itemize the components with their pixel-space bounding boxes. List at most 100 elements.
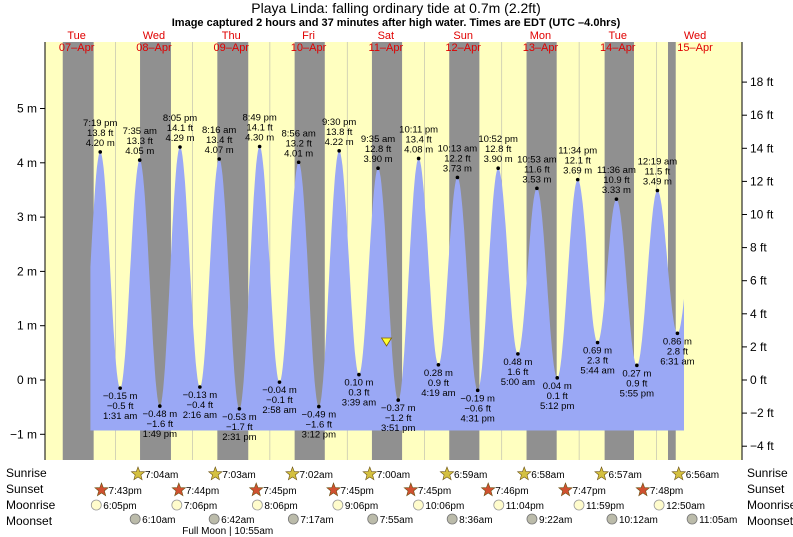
moonset-time: 6:42am [221,515,254,526]
tide-point [98,150,103,154]
tide-label: 0.9 ft [626,378,647,389]
day-label-date: 08–Apr [136,42,172,54]
sunset-time: 7:45pm [418,486,451,497]
sunrise-row-label-left: Sunrise [6,466,47,480]
tide-label: 10:13 am [438,143,478,154]
tide-point [158,404,162,408]
sunset-star-icon [326,482,342,497]
moonrise-time: 10:06pm [425,501,464,512]
full-moon-label: Full Moon | 10:55am [182,526,273,537]
tide-label: 11:36 am [597,165,636,176]
tide-label: 0.10 m [344,378,373,389]
tide-point [118,386,122,390]
moonset-moon-icon [446,513,458,525]
day-label-date: 13–Apr [523,42,559,54]
tide-label: 5:55 pm [620,388,654,399]
tide-label: 3.53 m [522,174,551,185]
moonset-time: 7:17am [300,515,333,526]
sunrise-star-icon [439,466,455,481]
tide-label: 8:05 pm [163,113,197,124]
moonrise-row-label-left: Moonrise [6,498,56,512]
moonset-row-label-right: Moonset [747,514,793,528]
moonrise-moon-icon [412,499,424,511]
tide-label: −0.48 m [143,409,178,420]
tide-label: 4:31 pm [461,413,495,424]
tide-label: 2:58 am [262,405,296,416]
sunrise-star-icon [130,466,146,481]
tide-point [376,166,380,171]
tide-label: 8:49 pm [242,113,276,124]
day-label-weekday: Wed [684,30,706,42]
moonset-moon-icon [526,513,538,525]
tide-point [257,144,262,149]
moonset-time: 6:10am [142,515,175,526]
tide-label: −0.4 ft [187,400,214,411]
tide-point [635,363,639,368]
tide-label: 1.6 ft [507,367,528,378]
tide-label: −1.2 ft [385,413,412,424]
tide-label: 3:51 pm [381,423,415,434]
moonset-row-label-left: Moonset [6,514,53,528]
tide-label: 4:19 am [421,388,455,399]
y-tick-label-m: −1 m [10,427,37,441]
moonset-moon-icon [686,513,698,525]
tide-point [317,404,321,409]
sunrise-time: 7:02am [300,470,333,481]
day-label-weekday: Thu [222,30,241,42]
tide-label: 0.04 m [543,381,572,392]
tide-label: 13.8 ft [87,128,114,139]
day-label-weekday: Sat [378,30,395,42]
tide-label: −0.37 m [381,403,416,414]
chart-title: Playa Linda: falling ordinary tide at 0.… [251,0,541,16]
y-tick-label-ft: 0 ft [750,373,767,387]
tide-label: 1:49 pm [143,429,177,440]
tide-label: −0.1 ft [266,395,293,406]
moonrise-time: 11:04pm [506,501,544,512]
tide-point [178,145,182,149]
tide-label: 3.69 m [563,166,592,177]
tide-label: 4.01 m [284,148,313,159]
day-label-weekday: Tue [608,30,627,42]
tide-point [555,376,560,380]
tide-label: −1.6 ft [305,420,332,431]
tide-label: 10:52 pm [478,134,518,145]
tide-label: −0.5 ft [107,401,134,412]
tide-label: 3.90 m [364,154,393,165]
tide-point [655,188,660,193]
tide-point [516,352,520,356]
tide-label: 5:44 am [580,366,614,377]
tide-label: 13.4 ft [405,134,432,145]
tide-label: −1.7 ft [226,422,253,433]
tide-label: −1.6 ft [146,419,173,430]
day-label-date: 11–Apr [369,42,404,54]
sunrise-time: 6:58am [531,470,564,481]
chart-subtitle: Image captured 2 hours and 37 minutes af… [172,17,621,29]
y-tick-label-ft: −4 ft [750,439,774,453]
sunrise-time: 7:03am [222,470,255,481]
day-label-weekday: Wed [143,30,165,42]
tide-point [614,197,619,201]
tide-label: −0.49 m [302,410,337,421]
sunset-star-icon [171,482,187,497]
tide-label: 0.1 ft [547,391,568,402]
tide-point [475,388,480,393]
tide-label: 4.22 m [325,137,354,148]
tide-label: 4.29 m [165,133,194,144]
tide-label: 9:30 pm [322,117,356,128]
tide-label: 4.05 m [125,146,154,157]
tide-label: 0.69 m [583,346,612,357]
tide-label: 14.1 ft [167,123,194,134]
day-label-date: 15–Apr [677,42,713,54]
current-level-triangle-icon [380,337,393,347]
tide-point [595,340,600,345]
sunrise-star-icon [516,466,532,481]
tide-point [535,186,539,191]
y-tick-label-m: 3 m [17,210,37,224]
tide-label: 4.07 m [205,145,234,156]
tide-label: 12.8 ft [365,144,392,155]
moonrise-time: 9:06pm [345,501,378,512]
sunset-star-icon [94,482,110,497]
sunset-time: 7:44pm [186,486,219,497]
tide-label: −0.6 ft [464,403,491,414]
tide-point [277,380,282,384]
